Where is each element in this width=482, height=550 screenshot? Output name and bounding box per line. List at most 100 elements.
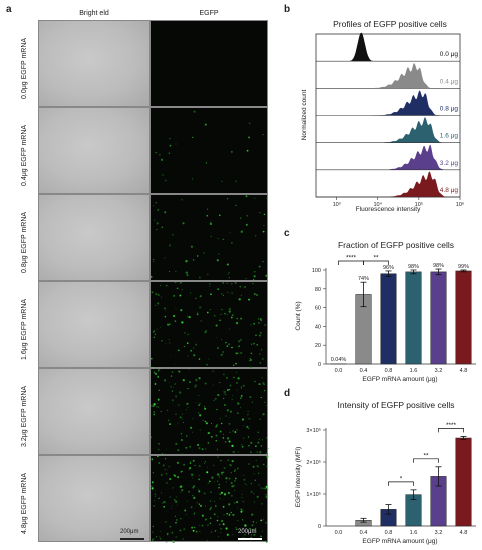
x-tick-label: 0.0 — [335, 530, 343, 536]
data-label: 98% — [408, 264, 419, 270]
x-tick-label: 0.8 — [385, 530, 393, 536]
y-tick-label: 20 — [315, 343, 321, 349]
x-tick-label: 0.4 — [360, 368, 368, 374]
significance-bracket — [388, 481, 414, 486]
y-tick-label: 2×10⁵ — [306, 459, 321, 466]
bar — [455, 437, 472, 527]
x-tick-label: 0.8 — [385, 368, 393, 374]
panel-c-letter: c — [284, 228, 290, 239]
egfp-image — [150, 107, 268, 194]
histogram-curve — [316, 117, 460, 143]
significance-label: **** — [346, 255, 357, 262]
significance-bracket — [438, 428, 464, 433]
y-tick-label: 100 — [312, 268, 321, 274]
x-tick-label: 3.2 — [435, 368, 443, 374]
chart-b-curves: 0.0 μg 0.4 μg 0.8 μg 1.6 μg 3.2 μg 4.8 μg — [316, 32, 460, 198]
data-label: 98% — [433, 263, 444, 269]
series-label: 0.4 μg — [440, 78, 459, 85]
egfp-image — [150, 455, 269, 543]
x-tick-label: 4.8 — [460, 530, 468, 536]
histogram-curve — [316, 144, 460, 170]
chart-b-title: Profiles of EGFP positive cells — [333, 19, 447, 29]
x-tick-label: 4.8 — [460, 368, 468, 374]
x-tick-label: 3.2 — [435, 530, 443, 536]
egfp-cell-speckles — [151, 195, 268, 281]
x-tick-label: 10⁴ — [373, 201, 382, 208]
data-label: 96% — [383, 265, 394, 271]
egfp-column-header: EGFP — [199, 10, 219, 17]
chart-b-xlabel: Fluorescence intensity — [356, 206, 421, 213]
egfp-cell-speckles — [151, 369, 269, 456]
chart-intensity: Intensity of EGFP positive cells 0 1×10⁵ 2… — [295, 400, 476, 545]
significance-bracket — [338, 260, 364, 265]
y-tick-label: 40 — [315, 324, 321, 330]
chart-d-xlabel: EGFP mRNA amount (μg) — [362, 538, 437, 545]
series-label: 4.8 μg — [440, 187, 459, 194]
scale-bar — [238, 538, 262, 540]
chart-c-title: Fraction of EGFP positive cells — [338, 240, 454, 250]
significance-label: ** — [373, 255, 379, 262]
bar — [430, 271, 447, 365]
significance-bracket — [413, 458, 439, 463]
y-tick-label: 1×10⁵ — [306, 491, 321, 498]
y-tick-label: 0 — [318, 524, 321, 530]
micrograph-row-label: 4.8μg EGFP mRNA — [21, 472, 28, 534]
egfp-image — [150, 368, 269, 456]
histogram-curve — [316, 63, 460, 89]
brightfield-image — [38, 281, 150, 368]
egfp-image — [150, 281, 268, 369]
data-label: 0.04% — [331, 357, 347, 363]
scale-bar-label: 200μm — [238, 529, 257, 535]
histogram-curve — [316, 171, 460, 197]
brightfield-column-header: Bright eld — [79, 10, 109, 17]
micrograph-row-label: 1.6μg EGFP mRNA — [21, 298, 28, 360]
egfp-image — [150, 20, 268, 107]
series-label: 0.8 μg — [440, 106, 459, 113]
chart-b-x-axis: 10³ 10⁴ 10⁵ 10⁶ — [333, 197, 464, 208]
micrograph-row-label: 0.0μg EGFP mRNA — [21, 37, 28, 99]
bar — [455, 270, 472, 365]
bar — [380, 273, 397, 365]
data-label: 99% — [458, 264, 469, 270]
histogram-curve — [316, 90, 460, 116]
bar — [405, 271, 422, 365]
x-tick-label: 0.4 — [360, 530, 368, 536]
chart-c-ylabel: Count (%) — [295, 301, 302, 330]
x-tick-label: 0.0 — [335, 368, 343, 374]
brightfield-image — [38, 455, 150, 542]
data-label: 74% — [358, 276, 369, 282]
scale-bar-label: 200μm — [120, 529, 139, 535]
histogram-curve — [316, 32, 460, 62]
brightfield-image — [38, 368, 150, 455]
y-tick-label: 3×10⁵ — [306, 427, 321, 434]
egfp-cell-speckles — [151, 282, 266, 369]
panel-b-letter: b — [284, 4, 291, 15]
micrograph-row-label: 0.4μg EGFP mRNA — [21, 124, 28, 186]
chart-d-ylabel: EGFP intensity (MFI) — [295, 447, 302, 508]
scale-bar — [120, 538, 144, 540]
series-label: 1.6 μg — [440, 133, 459, 140]
chart-profiles: Profiles of EGFP positive cells 0.0 μg0.… — [301, 19, 464, 213]
micrograph-row-label: 3.2μg EGFP mRNA — [21, 385, 28, 447]
significance-bracket — [363, 260, 389, 265]
chart-c-xlabel: EGFP mRNA amount (μg) — [362, 376, 437, 383]
chart-fraction: Fraction of EGFP positive cells 0 20 40 60 8… — [295, 240, 476, 383]
egfp-cell-speckles — [155, 110, 264, 183]
y-tick-label: 80 — [315, 287, 321, 293]
brightfield-image — [38, 194, 150, 281]
y-tick-label: 0 — [318, 362, 321, 368]
significance-label: ** — [423, 452, 429, 459]
significance-label: * — [400, 475, 403, 482]
egfp-image — [150, 194, 268, 281]
panel-a-letter: a — [6, 4, 12, 15]
x-tick-label: 10⁶ — [456, 201, 464, 208]
x-tick-label: 1.6 — [410, 530, 418, 536]
brightfield-image — [38, 20, 150, 107]
x-tick-label: 1.6 — [410, 368, 418, 374]
chart-b-ylabel: Normalized count — [301, 90, 308, 141]
brightfield-image — [38, 107, 150, 194]
chart-d-title: Intensity of EGFP positive cells — [337, 400, 454, 410]
significance-label: **** — [446, 422, 457, 429]
egfp-cell-speckles — [151, 456, 269, 543]
x-tick-label: 10⁵ — [415, 201, 423, 208]
